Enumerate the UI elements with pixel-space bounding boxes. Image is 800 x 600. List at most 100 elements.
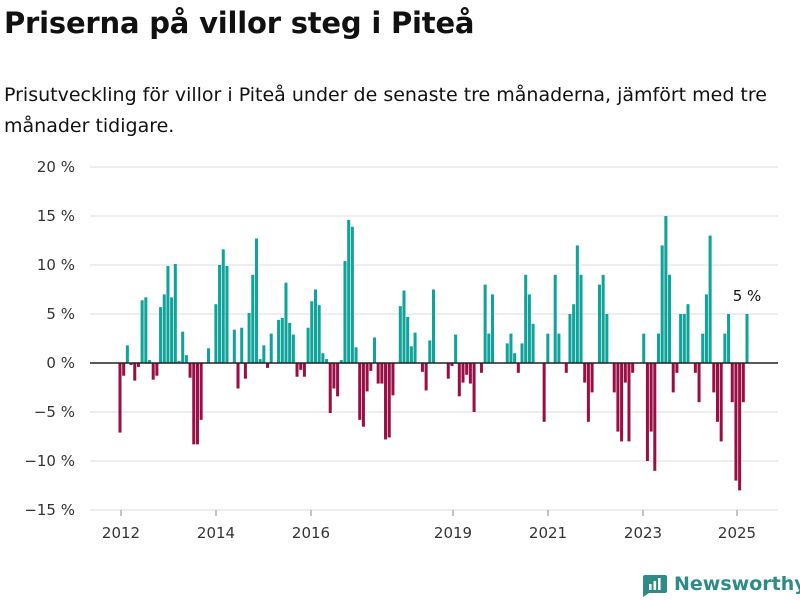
bar-positive bbox=[568, 314, 572, 363]
bar-negative bbox=[155, 363, 159, 376]
bar-positive bbox=[553, 274, 557, 363]
bar-positive bbox=[579, 274, 583, 363]
bar-positive bbox=[291, 334, 295, 363]
x-tick-label: 2014 bbox=[197, 524, 235, 542]
bar-positive bbox=[173, 264, 177, 363]
bar-positive bbox=[513, 353, 517, 363]
bar-negative bbox=[623, 363, 627, 383]
bar-positive bbox=[656, 333, 660, 363]
bar-positive bbox=[704, 294, 708, 363]
bar-positive bbox=[184, 355, 188, 363]
bar-positive bbox=[125, 345, 129, 363]
x-tick-label: 2025 bbox=[718, 524, 756, 542]
bar-negative bbox=[719, 363, 723, 442]
bar-negative bbox=[653, 363, 657, 471]
bar-positive bbox=[601, 274, 605, 363]
bar-positive bbox=[491, 294, 495, 363]
bar-positive bbox=[247, 313, 251, 363]
y-tick-label: −5 % bbox=[34, 403, 75, 421]
bar-positive bbox=[254, 238, 258, 363]
bar-negative bbox=[734, 363, 738, 481]
bar-positive bbox=[505, 343, 509, 363]
bar-negative bbox=[336, 363, 340, 397]
bar-positive bbox=[144, 297, 148, 363]
bar-negative bbox=[738, 363, 742, 491]
bar-negative bbox=[627, 363, 631, 442]
bar-positive bbox=[251, 274, 255, 363]
bar-negative bbox=[195, 363, 199, 445]
y-tick-label: −10 % bbox=[24, 452, 75, 470]
bar-positive bbox=[306, 327, 310, 363]
bar-positive bbox=[572, 304, 576, 363]
bar-negative bbox=[612, 363, 616, 393]
bar-negative bbox=[715, 363, 719, 422]
bar-positive bbox=[398, 306, 402, 363]
bar-positive bbox=[686, 304, 690, 363]
bar-positive bbox=[277, 319, 281, 363]
chart-title: Priserna på villor steg i Piteå bbox=[4, 6, 475, 40]
bar-positive bbox=[280, 317, 284, 363]
bar-positive bbox=[170, 297, 174, 363]
bar-positive bbox=[727, 314, 731, 363]
bar-positive bbox=[181, 331, 185, 363]
x-tick-label: 2012 bbox=[102, 524, 140, 542]
bar-negative bbox=[122, 363, 126, 376]
newsworthy-logo-icon bbox=[643, 575, 667, 597]
bar-positive bbox=[745, 314, 749, 363]
bar-positive bbox=[140, 300, 144, 363]
y-axis-ticks: 20 % 15 % 10 % 5 % 0 % −5 % −10 % −15 % bbox=[24, 158, 75, 519]
bar-negative bbox=[295, 363, 299, 377]
bar-negative bbox=[457, 363, 461, 397]
bar-positive bbox=[487, 333, 491, 363]
bar-positive bbox=[372, 337, 376, 363]
bar-positive bbox=[269, 333, 273, 363]
bar-positive bbox=[288, 322, 292, 363]
bar-negative bbox=[712, 363, 716, 393]
brand-name: Newsworthy bbox=[674, 573, 800, 595]
brand-footer: Newsworthy bbox=[643, 568, 800, 600]
bar-positive bbox=[354, 347, 358, 363]
bar-positive bbox=[225, 265, 229, 363]
bar-positive bbox=[317, 305, 321, 363]
bar-positive bbox=[431, 289, 436, 363]
bar-negative bbox=[730, 363, 734, 403]
bar-positive bbox=[664, 216, 668, 363]
bar-negative bbox=[332, 363, 336, 389]
bar-positive bbox=[679, 314, 683, 363]
bar-positive bbox=[347, 219, 351, 363]
bar-positive bbox=[413, 332, 417, 363]
bar-positive bbox=[207, 348, 211, 363]
bar-positive bbox=[159, 307, 163, 363]
bar-negative bbox=[675, 363, 679, 373]
bar-negative bbox=[620, 363, 624, 442]
bar-positive bbox=[262, 345, 266, 363]
bar-positive bbox=[214, 304, 218, 363]
bar-positive bbox=[597, 284, 601, 363]
bar-positive bbox=[221, 249, 225, 363]
bar-positive bbox=[520, 343, 524, 363]
bar-negative bbox=[741, 363, 745, 403]
bar-negative bbox=[645, 363, 649, 461]
bar-negative bbox=[361, 363, 365, 427]
bar-positive bbox=[284, 282, 288, 363]
bar-negative bbox=[465, 363, 469, 375]
bar-negative bbox=[302, 363, 306, 377]
bar-negative bbox=[243, 363, 247, 379]
bar-negative bbox=[461, 363, 465, 383]
bar-positive bbox=[310, 301, 314, 363]
chart-subtitle: Prisutveckling för villor i Piteå under … bbox=[4, 84, 767, 137]
bar-negative bbox=[384, 363, 388, 440]
bar-negative bbox=[192, 363, 196, 445]
bar-negative bbox=[472, 363, 476, 412]
x-tick-label: 2021 bbox=[529, 524, 567, 542]
bar-negative bbox=[697, 363, 701, 403]
bar-positive bbox=[409, 346, 413, 363]
bar-negative bbox=[616, 363, 620, 432]
bar-negative bbox=[468, 363, 472, 384]
bar-positive bbox=[605, 314, 609, 363]
bar-positive bbox=[147, 360, 152, 363]
bar-positive bbox=[258, 359, 262, 363]
bar-negative bbox=[118, 363, 122, 433]
